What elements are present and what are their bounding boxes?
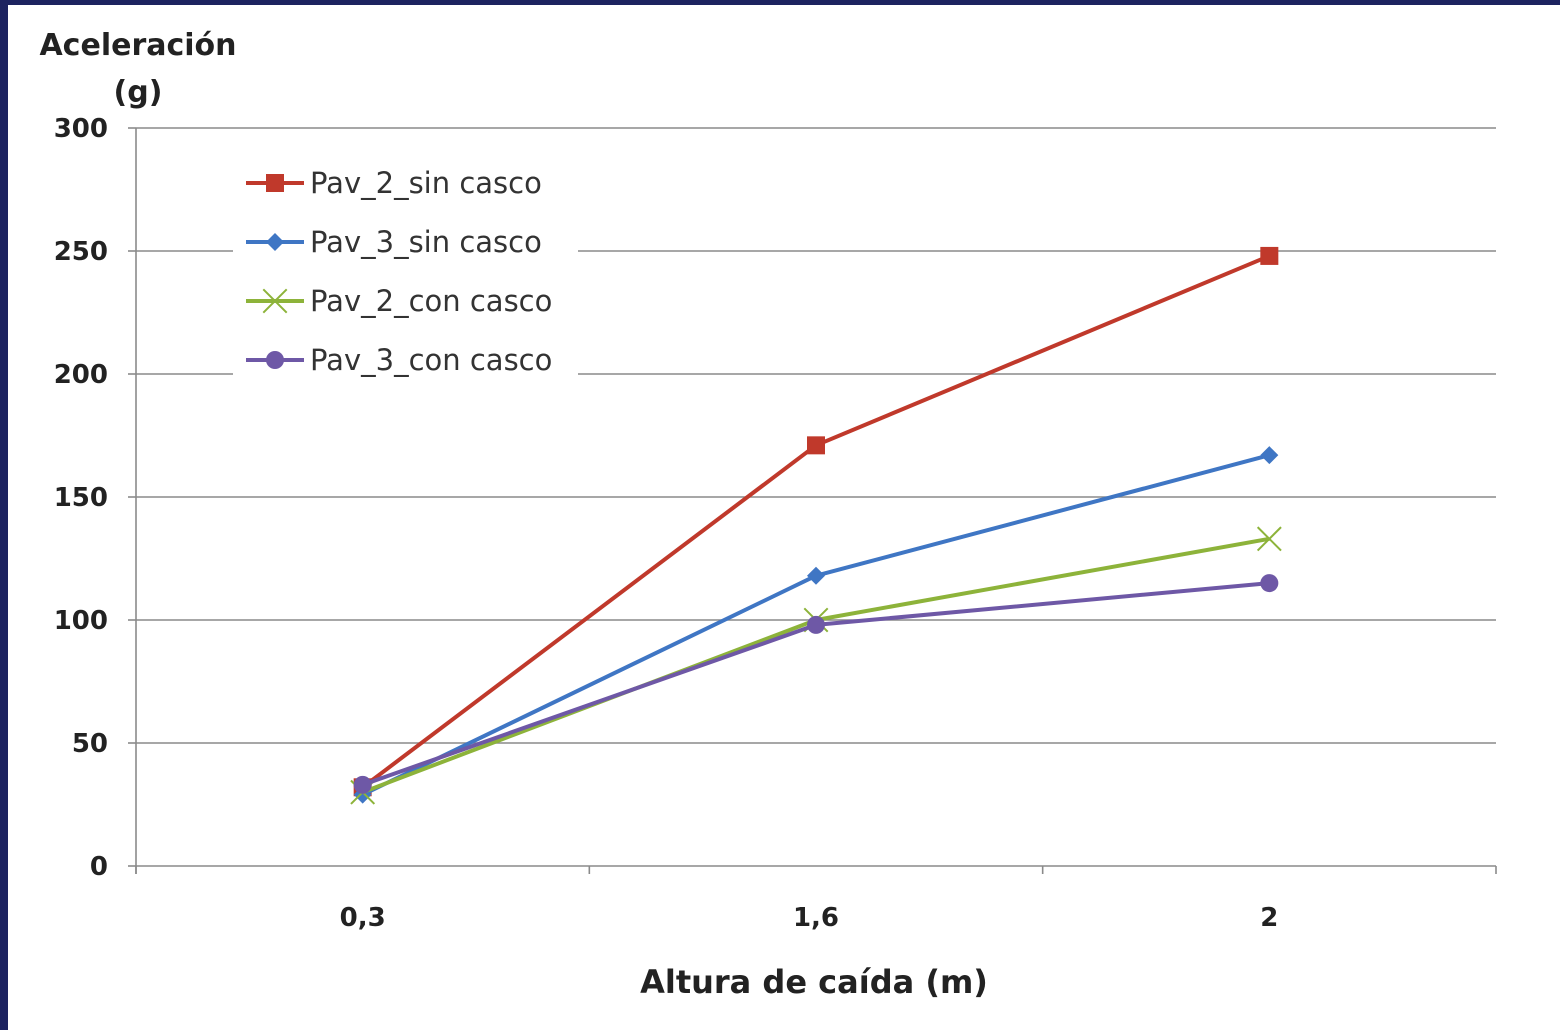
legend-marker bbox=[266, 174, 284, 192]
line-chart: 0 50 100 150 200 250 300 0,3 1,6 2 Pav_2_sin cas… bbox=[39, 28, 1497, 1001]
y-tick-label: 150 bbox=[54, 483, 108, 513]
legend-marker bbox=[262, 288, 288, 314]
x-tick-label: 0,3 bbox=[340, 903, 386, 933]
y-tick-label: 50 bbox=[72, 729, 108, 759]
legend: Pav_2_sin casco Pav_3_sin casco Pav_2_con … bbox=[233, 155, 578, 387]
y-tick-label: 0 bbox=[90, 852, 108, 882]
x-tick-label: 1,6 bbox=[793, 903, 839, 933]
y-tick-label: 100 bbox=[54, 606, 108, 636]
legend-label: Pav_2_con casco bbox=[310, 284, 552, 318]
legend-item: Pav_2_con casco bbox=[246, 284, 552, 318]
legend-label: Pav_2_sin casco bbox=[310, 166, 542, 200]
data-point bbox=[1256, 526, 1282, 552]
axes bbox=[128, 127, 1497, 874]
data-point bbox=[807, 436, 825, 455]
series-group bbox=[350, 246, 1282, 805]
y-axis-label-line-2: (g) bbox=[114, 75, 163, 110]
data-point bbox=[807, 615, 825, 634]
data-point bbox=[1260, 574, 1279, 593]
data-point bbox=[1260, 246, 1279, 265]
x-tick-labels: 0,3 1,6 2 bbox=[340, 903, 1279, 933]
legend-marker bbox=[266, 351, 284, 369]
y-tick-label: 250 bbox=[54, 237, 108, 267]
y-tick-labels: 0 50 100 150 200 250 300 bbox=[54, 114, 108, 882]
y-tick-label: 200 bbox=[54, 360, 108, 390]
series-4 bbox=[353, 574, 1279, 794]
legend-label: Pav_3_sin casco bbox=[310, 225, 542, 259]
legend-label: Pav_3_con casco bbox=[310, 343, 552, 377]
y-axis-label-line-1: Aceleración bbox=[39, 28, 236, 63]
data-point bbox=[807, 566, 825, 585]
data-point bbox=[1260, 446, 1279, 465]
legend-item: Pav_3_sin casco bbox=[246, 225, 542, 259]
x-axis-label: Altura de caída (m) bbox=[640, 963, 988, 1001]
legend-item: Pav_3_con casco bbox=[246, 343, 552, 377]
data-point bbox=[353, 775, 372, 794]
x-tick-label: 2 bbox=[1260, 903, 1278, 933]
chart-frame: 0 50 100 150 200 250 300 0,3 1,6 2 Pav_2_sin cas… bbox=[8, 5, 1560, 1030]
y-tick-label: 300 bbox=[54, 114, 108, 144]
legend-background bbox=[233, 155, 578, 387]
legend-item: Pav_2_sin casco bbox=[246, 166, 542, 200]
legend-marker bbox=[266, 233, 284, 251]
